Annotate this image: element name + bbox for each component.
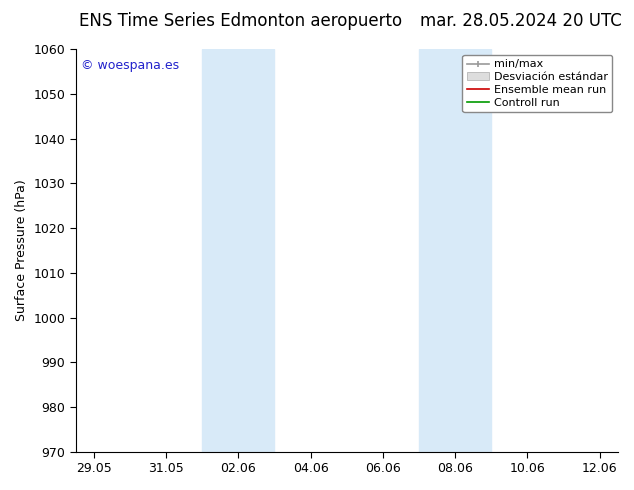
Bar: [202, 49, 275, 452]
Text: mar. 28.05.2024 20 UTC: mar. 28.05.2024 20 UTC: [420, 12, 621, 30]
Text: ENS Time Series Edmonton aeropuerto: ENS Time Series Edmonton aeropuerto: [79, 12, 403, 30]
Bar: [419, 49, 491, 452]
Text: © woespana.es: © woespana.es: [81, 59, 179, 73]
Y-axis label: Surface Pressure (hPa): Surface Pressure (hPa): [15, 180, 28, 321]
Legend: min/max, Desviación estándar, Ensemble mean run, Controll run: min/max, Desviación estándar, Ensemble m…: [462, 55, 612, 112]
